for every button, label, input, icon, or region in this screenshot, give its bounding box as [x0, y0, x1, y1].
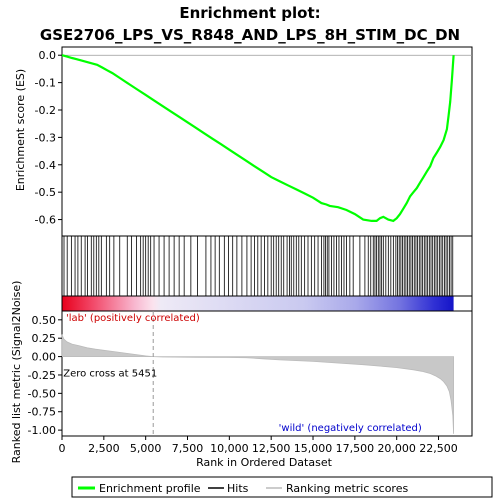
- zero-cross-label: Zero cross at 5451: [63, 368, 157, 379]
- es-y-tick-label: 0.0: [39, 49, 57, 62]
- positive-correlation-label: 'lab' (positively correlated): [66, 313, 200, 324]
- legend: Enrichment profile Hits Ranking metric s…: [71, 476, 493, 498]
- x-tick-label: 2,500: [88, 442, 120, 455]
- x-tick-label: 22,500: [419, 442, 458, 455]
- es-plot-frame: [61, 46, 473, 237]
- chart-title-line2: GSE2706_LPS_VS_R848_AND_LPS_8H_STIM_DC_D…: [40, 26, 460, 44]
- metric-plot-frame: [61, 310, 473, 437]
- legend-hits-label: Hits: [227, 482, 249, 495]
- es-y-tick-label: -0.5: [35, 186, 56, 199]
- hits-frame: [61, 235, 473, 297]
- es-y-tick-label: -0.6: [35, 214, 56, 227]
- x-tick-label: 20,000: [377, 442, 416, 455]
- x-tick-label: 12,500: [252, 442, 291, 455]
- legend-metric-label: Ranking metric scores: [286, 482, 408, 495]
- y-axis-label-metric: Ranked list metric (Signal2Noise): [10, 281, 23, 464]
- es-y-tick-label: -0.2: [35, 104, 56, 117]
- x-tick-label: 17,500: [336, 442, 375, 455]
- metric-area: [61, 334, 454, 434]
- x-tick-label: 15,000: [294, 442, 333, 455]
- metric-y-tick-label: -0.25: [28, 369, 56, 382]
- x-tick-label: 10,000: [210, 442, 249, 455]
- es-y-tick-label: -0.3: [35, 131, 56, 144]
- legend-box: [71, 476, 493, 498]
- x-axis-label: Rank in Ordered Dataset: [196, 456, 333, 469]
- x-tick-label: 5,000: [130, 442, 162, 455]
- metric-y-tick-label: -1.00: [28, 424, 56, 437]
- metric-panel: 0.50 0.25 0.00 -0.25 -0.50 -0.75 -1.000 2,500 5,…: [28, 310, 473, 455]
- colorbar-fill: [62, 296, 454, 311]
- es-panel: 0.0 -0.1 -0.2 -0.3 -0.4 -0.5 -0.6: [35, 46, 473, 237]
- x-tick-label: 7,500: [172, 442, 204, 455]
- rank-colorbar: [61, 295, 473, 312]
- y-axis-label-es: Enrichment score (ES): [14, 69, 27, 191]
- chart-title: Enrichment plot:: [179, 4, 320, 22]
- x-tick-label: 0: [59, 442, 66, 455]
- negative-correlation-label: 'wild' (negatively correlated): [279, 423, 422, 434]
- legend-es-label: Enrichment profile: [99, 482, 201, 495]
- metric-y-tick-label: 0.50: [32, 314, 57, 327]
- es-y-tick-label: -0.4: [35, 159, 56, 172]
- metric-y-tick-label: -0.50: [28, 387, 56, 400]
- metric-y-tick-label: 0.25: [32, 332, 57, 345]
- es-y-tick-label: -0.1: [35, 77, 56, 90]
- metric-y-tick-label: 0.00: [32, 351, 57, 364]
- hits-panel: [61, 235, 473, 297]
- metric-y-tick-label: -0.75: [28, 406, 56, 419]
- es-profile-line: [61, 54, 455, 223]
